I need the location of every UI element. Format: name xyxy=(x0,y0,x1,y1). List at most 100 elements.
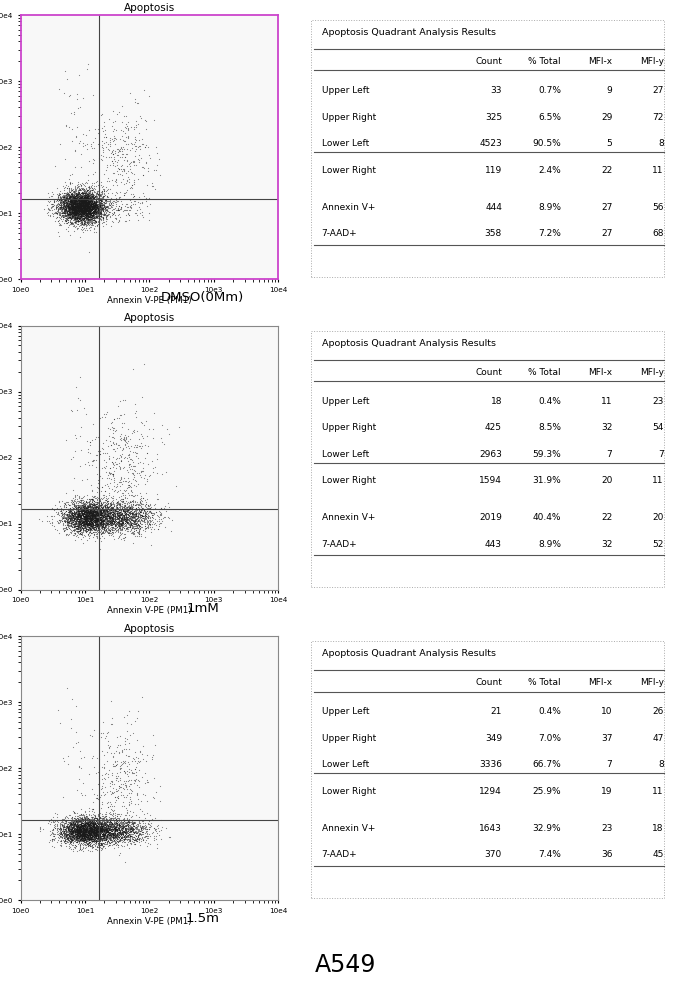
Point xyxy=(75,828,86,844)
Point xyxy=(82,521,93,537)
Point xyxy=(73,198,84,214)
Point xyxy=(136,820,147,836)
Point xyxy=(73,505,84,521)
Point xyxy=(68,194,79,210)
Text: 0.4%: 0.4% xyxy=(538,707,561,716)
Point xyxy=(75,201,86,217)
Point xyxy=(82,433,92,449)
Point xyxy=(99,502,110,518)
Point xyxy=(47,822,58,838)
Point xyxy=(78,200,89,216)
Point xyxy=(91,502,102,518)
Point xyxy=(75,186,86,202)
Point xyxy=(95,820,105,836)
Point xyxy=(105,515,116,531)
Point xyxy=(77,502,88,518)
Point xyxy=(84,517,95,533)
Point xyxy=(101,510,112,526)
Point xyxy=(88,507,99,523)
Point xyxy=(119,530,129,546)
Point xyxy=(73,210,84,226)
Point xyxy=(95,822,106,838)
Point xyxy=(88,507,99,523)
Point xyxy=(101,821,112,837)
Point xyxy=(63,205,74,221)
Point xyxy=(94,818,105,834)
Point xyxy=(86,208,97,224)
Point xyxy=(79,822,90,838)
Point xyxy=(85,513,96,529)
Point xyxy=(79,198,90,214)
Point xyxy=(73,811,84,827)
Point xyxy=(92,517,103,533)
Point xyxy=(79,193,90,209)
Point xyxy=(90,174,101,190)
Point xyxy=(76,212,87,228)
Point xyxy=(68,825,79,841)
Point xyxy=(129,497,140,513)
Point xyxy=(97,835,108,851)
Point xyxy=(77,815,88,831)
Point xyxy=(66,216,77,232)
Point xyxy=(108,820,119,836)
Point xyxy=(71,503,82,519)
Point xyxy=(79,192,90,208)
Point xyxy=(132,821,142,837)
Point xyxy=(127,461,138,477)
Point xyxy=(75,215,86,231)
Point xyxy=(63,820,74,836)
Point xyxy=(55,189,66,205)
Point xyxy=(76,208,87,224)
Point xyxy=(90,833,101,849)
Point xyxy=(75,822,86,838)
Point xyxy=(81,504,92,520)
Point xyxy=(88,195,99,211)
Point xyxy=(127,819,138,835)
Point xyxy=(74,521,85,537)
Point xyxy=(75,510,86,526)
Point xyxy=(100,506,111,522)
Point xyxy=(90,197,101,213)
Point xyxy=(84,203,95,219)
Point xyxy=(87,188,98,204)
Point xyxy=(93,204,104,220)
Point xyxy=(85,815,96,831)
Point xyxy=(122,498,133,514)
Point xyxy=(134,141,145,157)
Point xyxy=(68,832,79,848)
Point xyxy=(80,503,91,519)
Point xyxy=(90,204,101,220)
Point xyxy=(115,471,126,487)
Point xyxy=(96,822,107,838)
Point xyxy=(78,204,89,220)
Point xyxy=(105,810,116,826)
Point xyxy=(110,814,121,830)
Point xyxy=(73,182,84,198)
Point xyxy=(78,220,89,236)
Point xyxy=(119,831,129,847)
Point xyxy=(67,199,78,215)
Point xyxy=(129,188,140,204)
Point xyxy=(59,497,70,513)
Point xyxy=(91,827,102,843)
Point xyxy=(115,200,126,216)
Point xyxy=(82,202,92,218)
Point xyxy=(69,223,80,239)
Point xyxy=(60,193,71,209)
Point xyxy=(75,516,86,532)
Point xyxy=(75,196,86,212)
Point xyxy=(69,191,80,207)
Point xyxy=(108,506,119,522)
Point xyxy=(114,827,125,843)
Point xyxy=(95,789,106,805)
Point xyxy=(94,829,105,845)
Point xyxy=(82,507,92,523)
Point xyxy=(51,191,62,207)
Point xyxy=(84,828,95,844)
Point xyxy=(75,203,86,219)
Point xyxy=(95,506,105,522)
Point xyxy=(108,825,119,841)
Point xyxy=(75,206,86,222)
Point xyxy=(73,194,84,210)
Point xyxy=(84,511,95,527)
